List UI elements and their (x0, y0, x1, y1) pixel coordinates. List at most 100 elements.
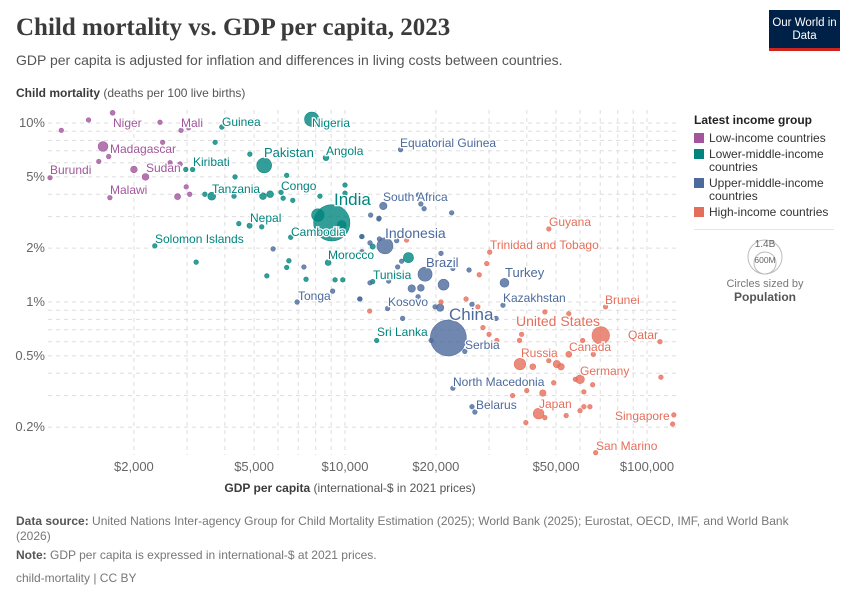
data-point-pakistan (256, 157, 272, 174)
note: Note: GDP per capita is expressed in int… (16, 548, 816, 563)
data-point-tanzania (207, 191, 216, 201)
data-point (259, 192, 267, 200)
data-point (463, 296, 469, 302)
size-legend: 1.4B 600M Circles sized by Population (700, 235, 830, 304)
data-point (658, 374, 664, 380)
data-point (581, 389, 587, 395)
data-point (399, 258, 405, 264)
chart-subtitle: GDP per capita is adjusted for inflation… (16, 52, 563, 68)
data-point (577, 408, 583, 414)
data-point-united-states (591, 326, 610, 345)
country-label: Congo (281, 179, 317, 193)
data-point-belarus (469, 404, 475, 410)
data-point-niger (109, 110, 116, 116)
data-point (563, 412, 569, 419)
data-point (524, 387, 530, 394)
legend-label: High-income countries (709, 205, 829, 219)
country-label: Malawi (110, 183, 147, 197)
y-tick-label: 0.5% (15, 348, 45, 363)
legend-item-lower-middle-income[interactable]: Lower-middle-income countries (694, 148, 844, 174)
data-point (141, 173, 150, 181)
data-point (449, 210, 455, 216)
country-label: Japan (539, 397, 572, 411)
legend-item-upper-middle-income[interactable]: Upper-middle-income countries (694, 177, 844, 203)
data-point (450, 265, 456, 272)
country-label: Madagascar (110, 142, 176, 156)
country-label: Nepal (250, 211, 281, 225)
country-label: India (334, 190, 371, 209)
y-tick-label: 10% (19, 115, 45, 130)
country-label: Qatar (628, 328, 658, 342)
country-label: Kiribati (193, 155, 230, 169)
data-point (437, 278, 450, 291)
data-point-burundi (47, 175, 53, 181)
country-label: Tunisia (373, 268, 412, 282)
data-point (395, 264, 401, 270)
size-legend-circles: 1.4B 600M (747, 239, 783, 275)
y-tick-label: 0.2% (15, 419, 45, 434)
y-axis-title-unit: (deaths per 100 live births) (103, 86, 246, 100)
data-point (438, 299, 444, 305)
country-label: United States (516, 313, 600, 329)
data-point (438, 250, 444, 256)
data-source: Data source: United Nations Inter-agency… (16, 514, 816, 544)
data-point (403, 237, 410, 243)
country-label: Equatorial Guinea (400, 136, 496, 150)
data-point-nigeria (304, 111, 320, 127)
data-point (403, 252, 414, 264)
data-point-russia (513, 358, 527, 371)
data-point (394, 238, 400, 244)
country-label: Canada (569, 340, 611, 354)
y-tick-label: 1% (26, 294, 45, 309)
data-point-sudan (130, 165, 138, 174)
x-axis-title: GDP per capita (international-$ in 2021 … (0, 481, 700, 495)
data-point-indonesia (376, 237, 394, 255)
data-point (519, 331, 525, 337)
data-point-canada (565, 351, 573, 358)
data-point-kiribati (190, 166, 196, 173)
legend-item-high-income[interactable]: High-income countries (694, 206, 844, 219)
data-point-malawi (107, 195, 113, 201)
size-label-small: 600M (754, 255, 775, 265)
country-label: Germany (580, 364, 629, 378)
data-point (367, 240, 373, 246)
data-point (400, 315, 406, 321)
data-point-brazil (417, 266, 433, 282)
data-point (290, 197, 296, 203)
slug-license[interactable]: child-mortality | CC BY (16, 571, 137, 585)
y-axis-title-bold: Child mortality (16, 86, 101, 100)
x-tick-label: $5,000 (234, 459, 274, 474)
data-point-serbia (462, 348, 468, 354)
country-label: Russia (521, 346, 558, 360)
country-label: Niger (113, 116, 142, 130)
legend-label: Upper-middle-income countries (709, 176, 824, 203)
size-circle-small (753, 251, 777, 275)
data-point-morocco (324, 259, 332, 266)
data-point (286, 258, 292, 264)
legend-swatch (694, 178, 704, 188)
country-label: Kosovo (388, 295, 428, 309)
owid-logo[interactable]: Our World in Data (769, 10, 840, 51)
country-label: South Africa (383, 190, 448, 204)
data-point (264, 273, 270, 279)
legend-divider (694, 229, 834, 230)
data-point (407, 284, 416, 293)
data-point-tonga (294, 299, 300, 305)
size-legend-caption: Circles sized by (726, 278, 804, 290)
country-label: Pakistan (264, 145, 314, 160)
data-point (551, 380, 557, 386)
data-point (417, 284, 425, 292)
data-point (212, 139, 218, 145)
size-legend-variable: Population (734, 290, 796, 304)
country-label: China (449, 305, 494, 324)
data-point (466, 267, 472, 273)
y-tick-label: 2% (26, 240, 45, 255)
data-point (183, 166, 189, 173)
legend-item-low-income[interactable]: Low-income countries (694, 132, 844, 145)
note-label: Note: (16, 548, 47, 562)
x-tick-label: $2,000 (114, 459, 154, 474)
data-point-guinea (219, 124, 225, 130)
x-tick-label: $10,000 (322, 459, 369, 474)
data-point (186, 125, 192, 131)
